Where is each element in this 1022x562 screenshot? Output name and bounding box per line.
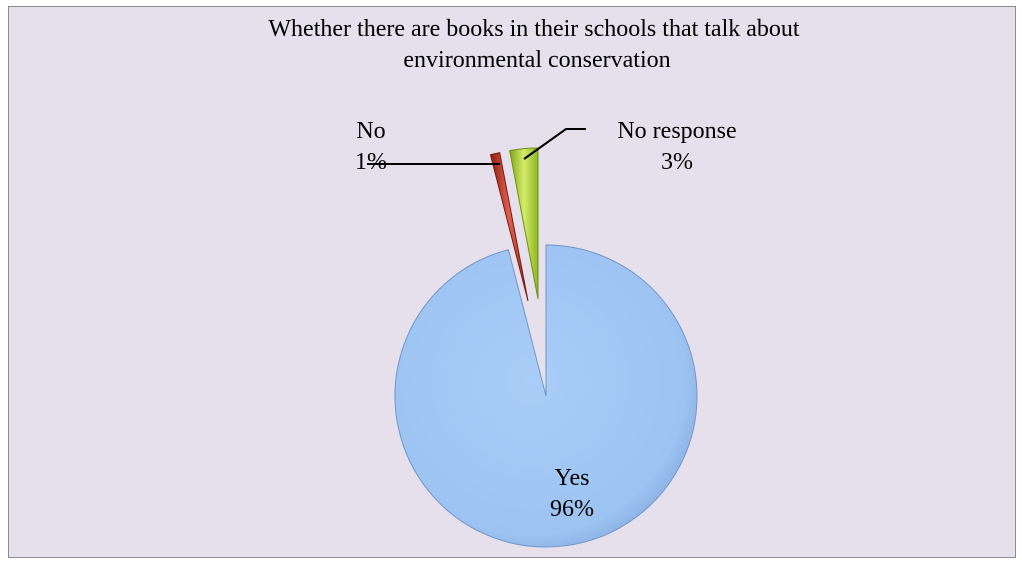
pie-slice-no xyxy=(489,152,529,302)
data-label-value: 96% xyxy=(550,496,594,522)
data-label-yes: Yes 96% xyxy=(550,465,594,522)
data-label-name: No response xyxy=(617,118,736,144)
pie-slice-yes xyxy=(394,244,698,548)
data-label-value: 1% xyxy=(355,149,387,175)
chart-frame: Whether there are books in their schools… xyxy=(8,6,1016,558)
data-label-no-response: No response 3% xyxy=(617,118,736,175)
data-label-name: Yes xyxy=(555,465,590,491)
leader-lines xyxy=(367,128,586,165)
leader-line-no-response xyxy=(523,128,586,160)
pie-chart: Whether there are books in their schools… xyxy=(268,16,805,548)
pie-slices xyxy=(394,147,698,548)
data-label-no: No 1% xyxy=(355,118,387,175)
chart-title-line-2: environmental conservation xyxy=(403,47,670,73)
data-label-name: No xyxy=(356,118,385,144)
chart-title: Whether there are books in their schools… xyxy=(268,16,805,73)
data-labels: Yes 96% No 1% No response 3% xyxy=(355,118,737,522)
data-label-value: 3% xyxy=(661,149,693,175)
chart-title-line-1: Whether there are books in their schools… xyxy=(268,16,799,42)
